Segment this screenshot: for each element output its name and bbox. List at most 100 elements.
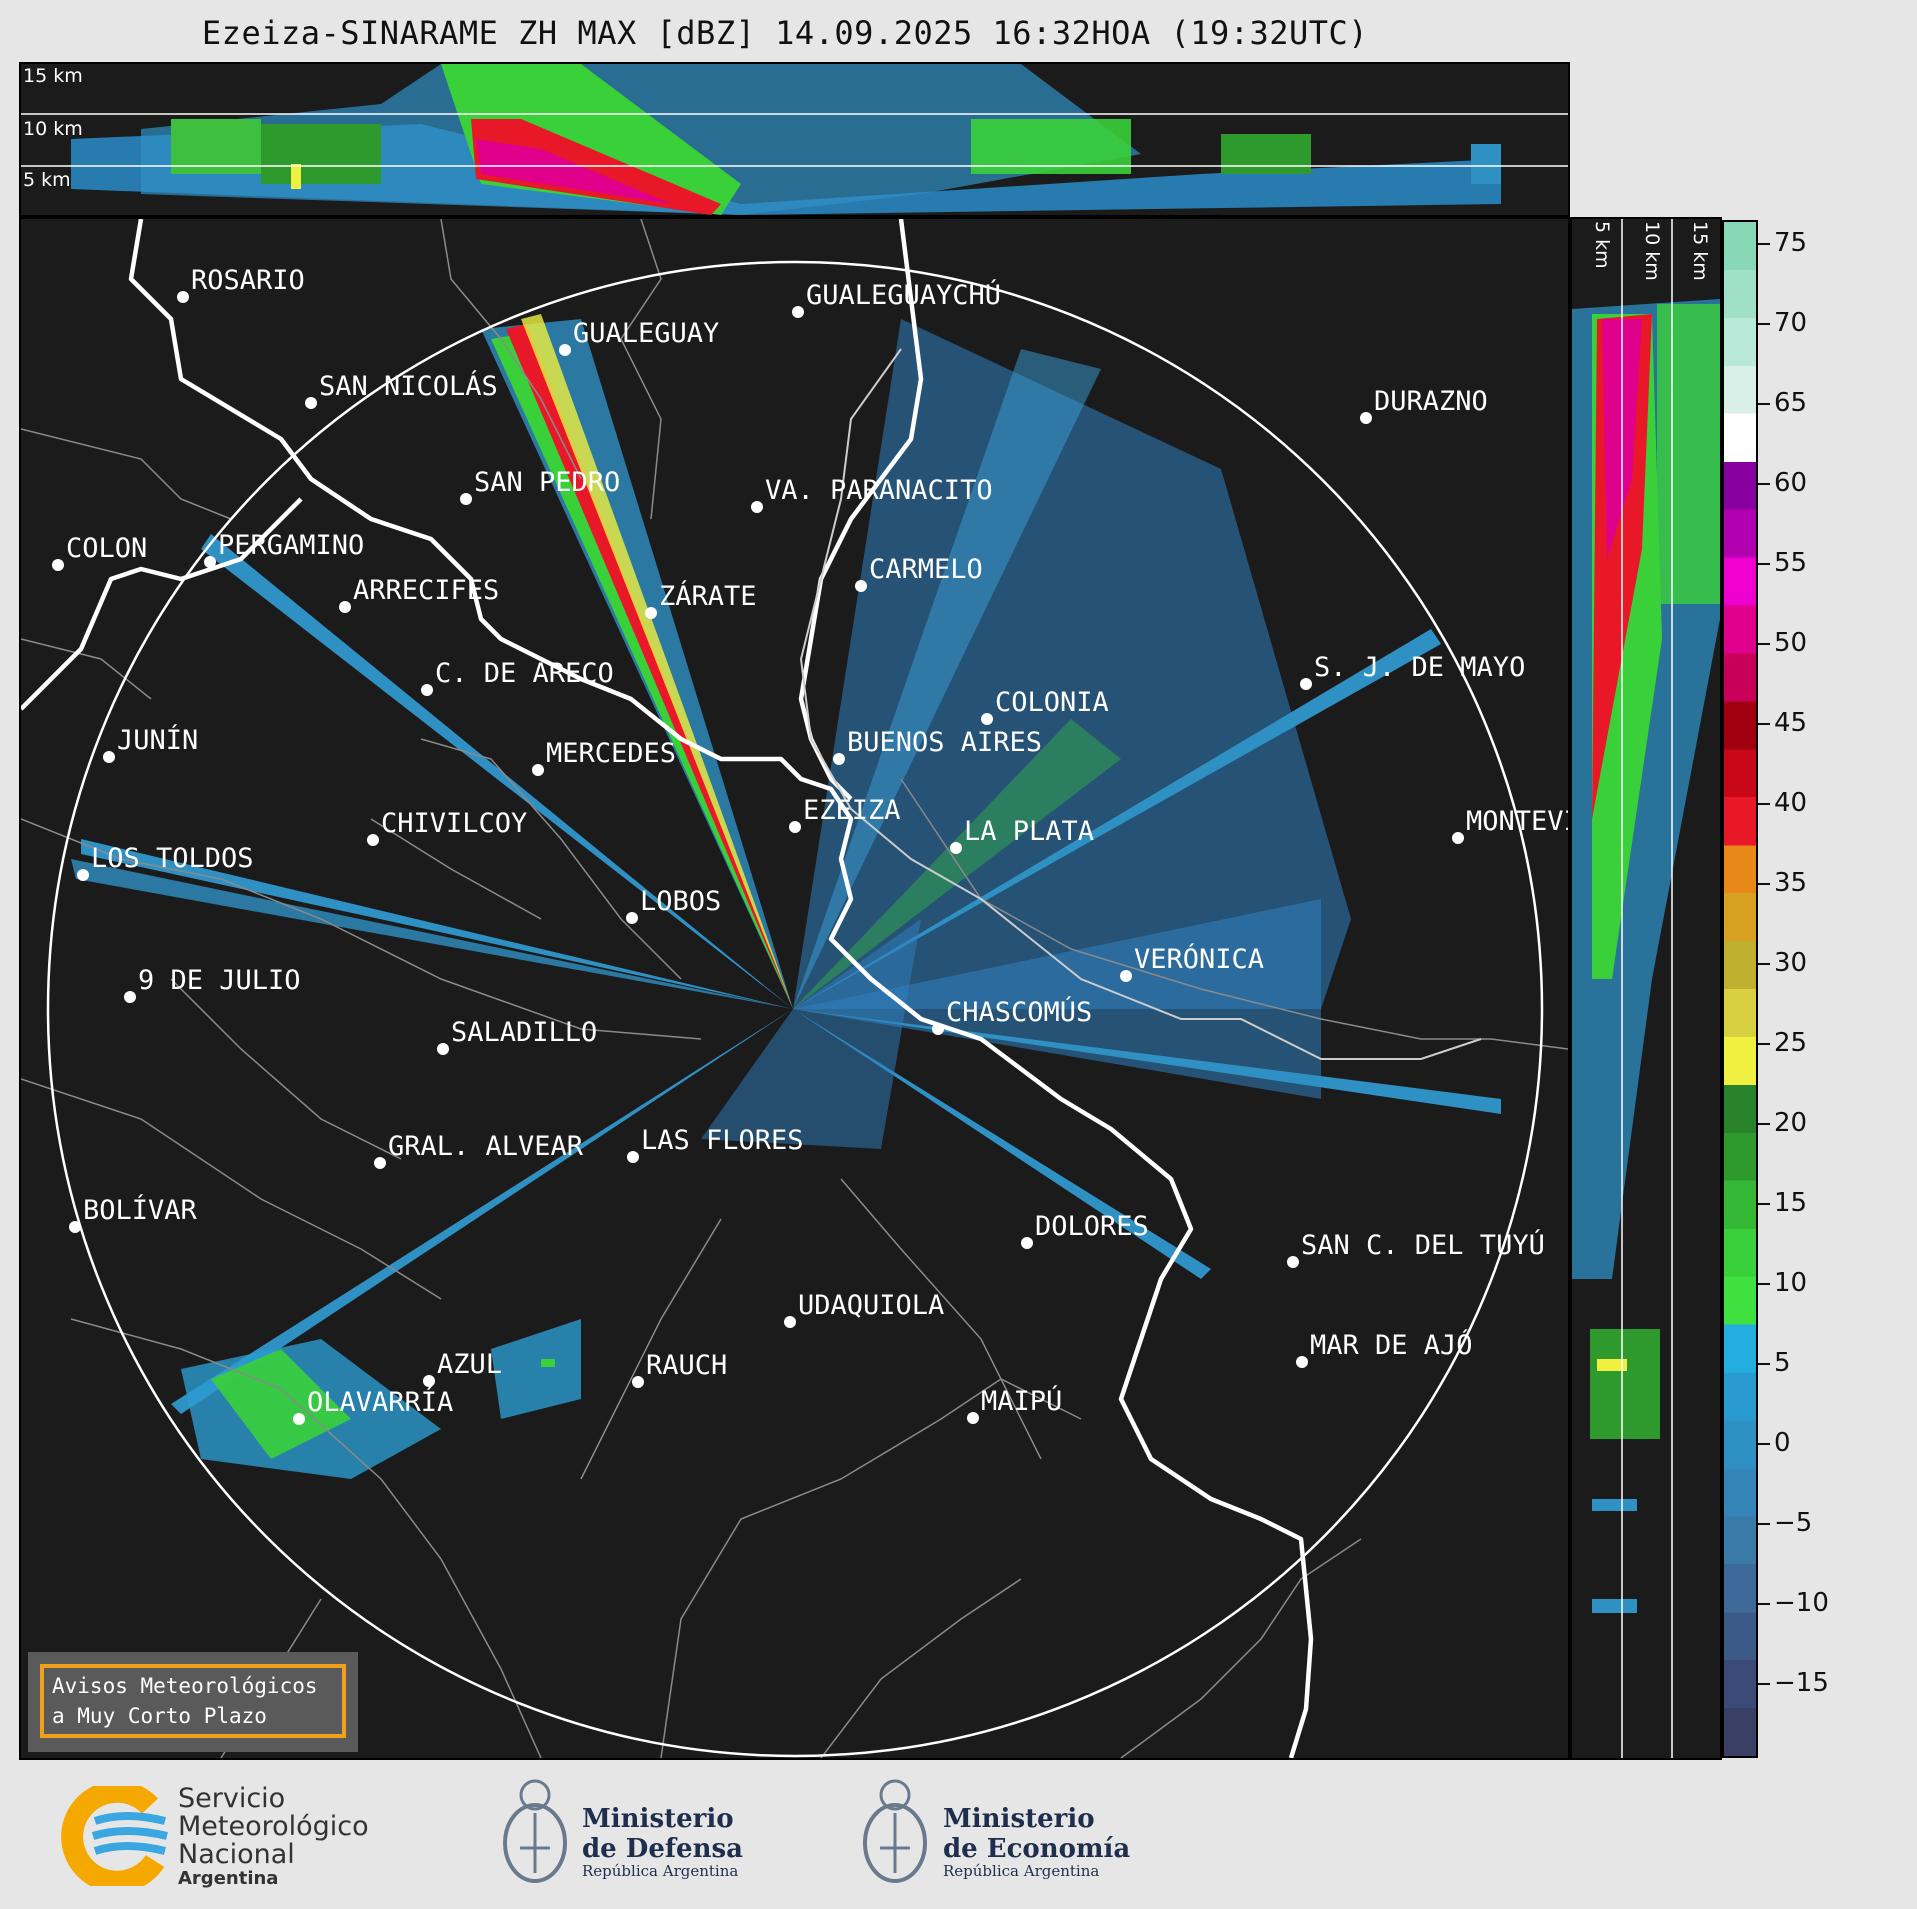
city-label: OLAVARRÍA <box>307 1386 453 1418</box>
city-marker <box>626 912 638 924</box>
city-label: MAR DE AJÓ <box>1310 1329 1473 1361</box>
colorbar-tick-label: −5 <box>1774 1508 1813 1538</box>
city-marker <box>69 1221 81 1233</box>
city-bolivar: BOLÍVAR <box>69 1194 198 1233</box>
city-label: ROSARIO <box>191 265 305 296</box>
city-label: DURAZNO <box>1374 386 1488 417</box>
colorbar-tick-mark <box>1758 963 1770 965</box>
city-los-toldos: LOS TOLDOS <box>77 843 254 881</box>
city-zarate: ZÁRATE <box>645 580 757 619</box>
city-layer: ROSARIO GUALEGUAYCHÚ GUALEGUAY SAN NICOL… <box>52 265 1568 1425</box>
city-label: COLONIA <box>995 687 1109 718</box>
city-marker <box>52 559 64 571</box>
city-label: AZUL <box>437 1349 502 1380</box>
side-echo-shading <box>1572 299 1720 1613</box>
avisos-line2: a Muy Corto Plazo <box>52 1704 267 1728</box>
city-udaquiola: UDAQUIOLA <box>784 1290 944 1328</box>
colorbar-tick-mark <box>1758 1363 1770 1365</box>
colorbar-tick-label: 40 <box>1774 788 1808 818</box>
avisos-box[interactable]: Avisos Meteorológicos a Muy Corto Plazo <box>28 1652 358 1752</box>
colorbar-tick-mark <box>1758 1043 1770 1045</box>
city-label: JUNÍN <box>117 724 198 756</box>
dbz-colorbar <box>1722 220 1758 1758</box>
city-marker <box>374 1157 386 1169</box>
city-label: GUALEGUAYCHÚ <box>806 279 1001 311</box>
city-rauch: RAUCH <box>632 1350 727 1388</box>
city-label: C. DE ARECO <box>435 658 614 689</box>
city-label: BOLÍVAR <box>83 1194 198 1226</box>
colorbar-tick-label: 10 <box>1774 1268 1808 1298</box>
radar-map-svg: ROSARIO GUALEGUAYCHÚ GUALEGUAY SAN NICOL… <box>21 219 1568 1758</box>
colorbar-tick-mark <box>1758 243 1770 245</box>
city-marker <box>1287 1256 1299 1268</box>
city-marker <box>293 1413 305 1425</box>
city-label: CARMELO <box>869 554 983 585</box>
city-label: EZEIZA <box>803 795 901 826</box>
city-marker <box>632 1376 644 1388</box>
city-la-plata: LA PLATA <box>950 816 1094 854</box>
city-marker <box>1021 1237 1033 1249</box>
top-cross-section-panel: 15 km 10 km 5 km <box>19 62 1570 217</box>
city-marker <box>305 397 317 409</box>
smn-logo-icon <box>61 1786 168 1886</box>
top-echo-shading <box>71 64 1501 215</box>
defensa-line3: República Argentina <box>582 1862 739 1880</box>
city-label: MAIPÚ <box>981 1385 1062 1417</box>
city-marker <box>1300 678 1312 690</box>
city-marker <box>967 1412 979 1424</box>
colorbar-tick-label: 30 <box>1774 948 1808 978</box>
city-gualeguaychu: GUALEGUAYCHÚ <box>792 279 1001 318</box>
city-gral-alvear: GRAL. ALVEAR <box>374 1131 584 1169</box>
city-marker <box>627 1151 639 1163</box>
city-marker <box>932 1023 944 1035</box>
colorbar-tick-label: 35 <box>1774 868 1808 898</box>
city-label: VA. PARANACITO <box>765 475 993 506</box>
city-marker <box>784 1316 796 1328</box>
city-buenos-aires: BUENOS AIRES <box>833 727 1042 765</box>
side-cross-section-panel: 5 km 10 km 15 km <box>1570 217 1722 1760</box>
colorbar-tick-mark <box>1758 1123 1770 1125</box>
city-ezeiza: EZEIZA <box>789 795 901 833</box>
city-mercedes: MERCEDES <box>532 738 676 776</box>
city-pergamino: PERGAMINO <box>204 530 364 568</box>
river-secondary <box>799 348 1482 1060</box>
colorbar-tick-mark <box>1758 1203 1770 1205</box>
city-label: 9 DE JULIO <box>138 965 301 996</box>
side-height-label-10: 10 km <box>1641 221 1663 281</box>
city-label: LOBOS <box>640 886 721 917</box>
city-label: SALADILLO <box>451 1017 597 1048</box>
colorbar-tick-label: 65 <box>1774 388 1808 418</box>
city-label: MONTEVIDEO <box>1466 806 1568 837</box>
city-marker <box>1120 970 1132 982</box>
city-san-nicolas: SAN NICOLÁS <box>305 370 498 409</box>
city-marker <box>789 821 801 833</box>
city-rosario: ROSARIO <box>177 265 305 303</box>
city-marker <box>833 753 845 765</box>
smn-line4: Argentina <box>178 1868 279 1889</box>
city-marker <box>1296 1356 1308 1368</box>
defensa-line2: de Defensa <box>582 1834 743 1864</box>
side-height-label-5: 5 km <box>1591 221 1613 269</box>
defensa-line1: Ministerio <box>582 1804 734 1834</box>
economia-name: Ministerio de Economía <box>943 1804 1130 1864</box>
city-colon: COLON <box>52 533 147 571</box>
city-san-pedro: SAN PEDRO <box>460 467 620 505</box>
city-durazno: DURAZNO <box>1360 386 1488 424</box>
city-mar-de-ajo: MAR DE AJÓ <box>1296 1329 1473 1368</box>
chart-title: Ezeiza-SINARAME ZH MAX [dBZ] 14.09.2025 … <box>201 14 1369 52</box>
city-olavarria: OLAVARRÍA <box>293 1386 453 1425</box>
range-ring <box>46 260 1544 1758</box>
city-label: LA PLATA <box>964 816 1094 847</box>
city-las-flores: LAS FLORES <box>627 1125 804 1163</box>
avisos-link[interactable]: Avisos Meteorológicos a Muy Corto Plazo <box>40 1664 346 1738</box>
economia-line2: de Economía <box>943 1834 1131 1864</box>
city-marker <box>423 1375 435 1387</box>
city-label: SAN NICOLÁS <box>319 370 498 402</box>
top-height-label-5: 5 km <box>23 169 71 191</box>
city-c-de-areco: C. DE ARECO <box>421 658 614 696</box>
city-marker <box>792 306 804 318</box>
city-label: LAS FLORES <box>641 1125 804 1156</box>
colorbar-tick-label: 70 <box>1774 308 1808 338</box>
city-marker <box>103 751 115 763</box>
city-arrecifes: ARRECIFES <box>339 575 499 613</box>
